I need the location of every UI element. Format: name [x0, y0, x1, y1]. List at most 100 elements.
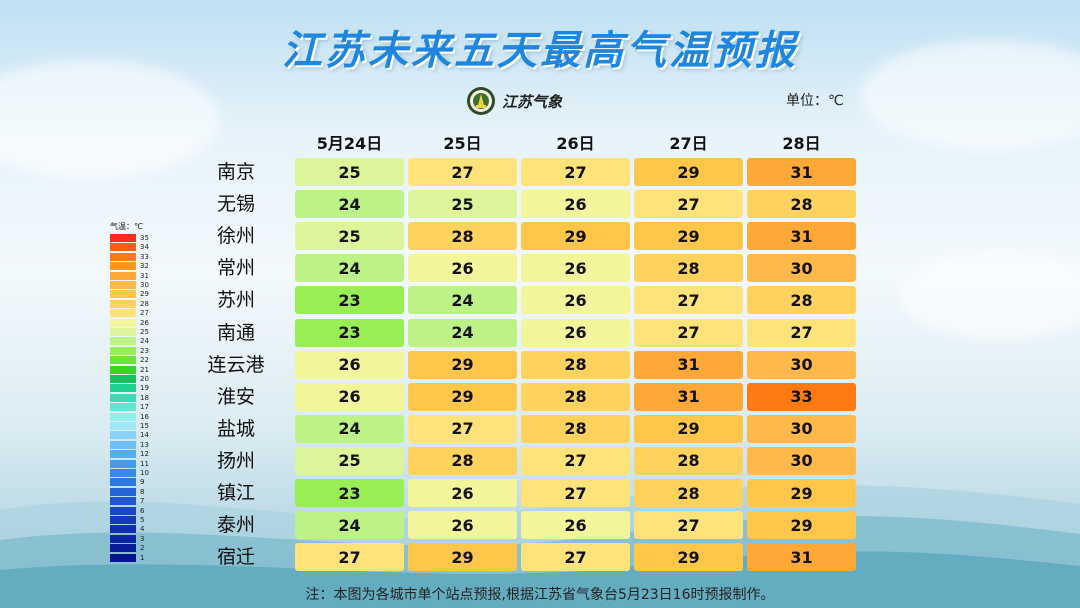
heatmap-cell: 28	[634, 479, 743, 507]
legend-label: 13	[140, 440, 149, 449]
legend-label: 30	[140, 281, 149, 289]
heatmap-cell: 24	[295, 254, 404, 283]
legend-label: 6	[140, 506, 145, 515]
legend-swatch	[110, 497, 136, 506]
heatmap-cell: 28	[634, 254, 743, 283]
legend-swatch	[110, 262, 136, 271]
legend-swatch	[110, 506, 136, 515]
legend-label: 8	[140, 487, 145, 496]
heatmap-cell: 26	[521, 190, 630, 219]
legend-swatch	[110, 487, 136, 496]
heatmap-cell: 33	[747, 382, 856, 411]
city-label: 盐城	[216, 417, 255, 440]
city-label: 无锡	[216, 193, 255, 216]
city-label: 南京	[216, 161, 255, 183]
legend-label: 28	[140, 299, 149, 308]
legend-swatch	[110, 318, 136, 327]
city-label: 宿迁	[216, 546, 255, 569]
heatmap-cell: 31	[634, 382, 743, 411]
legend-swatch	[110, 431, 136, 440]
legend-swatch	[110, 403, 136, 412]
heatmap-cell: 28	[747, 286, 856, 315]
legend-swatch	[110, 469, 136, 477]
city-label: 淮安	[216, 385, 255, 408]
legend-swatch	[110, 393, 136, 402]
column-header: 5月24日	[316, 134, 383, 153]
legend-label: 33	[140, 252, 149, 261]
legend-swatch	[110, 412, 136, 421]
heatmap-cell: 30	[747, 254, 856, 283]
legend-label: 27	[140, 309, 149, 318]
legend-swatch	[110, 299, 136, 308]
heatmap-cell: 29	[521, 222, 630, 251]
heatmap-cell: 25	[408, 190, 517, 219]
heatmap-cell: 27	[408, 158, 517, 186]
heatmap-cell: 28	[408, 222, 517, 251]
legend-swatch	[110, 544, 136, 553]
meteorology-seal-icon	[467, 87, 495, 115]
heatmap-cell: 29	[408, 350, 517, 379]
column-headers: 5月24日 25日 26日 27日 28日	[293, 130, 857, 153]
legend-label: 9	[140, 478, 145, 487]
heatmap-cell: 24	[295, 414, 404, 443]
legend-swatch	[110, 384, 136, 393]
heatmap-cell: 26	[295, 382, 404, 411]
legend-swatch	[110, 271, 136, 280]
heatmap-cell: 27	[634, 511, 743, 540]
heatmap-cell: 24	[295, 511, 404, 540]
legend-label: 1	[140, 553, 145, 562]
legend-label: 7	[140, 497, 145, 506]
heatmap-cell: 27	[747, 318, 856, 347]
heatmap-cell: 29	[634, 222, 743, 251]
legend-swatch	[110, 478, 136, 487]
legend-label: 22	[140, 356, 149, 365]
legend-swatch	[110, 459, 136, 468]
column-header: 28日	[782, 134, 821, 153]
legend-label: 31	[140, 271, 149, 280]
heatmap-cell: 28	[521, 350, 630, 379]
heatmap-cell: 28	[634, 446, 743, 475]
legend-label: 21	[140, 365, 149, 374]
city-label: 南通	[216, 321, 255, 344]
heatmap-cell: 29	[634, 158, 743, 186]
heatmap-cell: 23	[295, 479, 404, 507]
city-label: 苏州	[216, 289, 255, 312]
legend-label: 18	[140, 393, 149, 402]
city-label: 镇江	[216, 482, 255, 504]
legend-swatch	[110, 252, 136, 261]
heatmap-cell: 23	[295, 286, 404, 315]
legend-label: 35	[140, 234, 149, 242]
heatmap-cell: 27	[634, 318, 743, 347]
unit-label: 单位：℃	[786, 93, 844, 109]
heatmap-cell: 29	[747, 479, 856, 507]
heatmap-cell: 29	[747, 511, 856, 540]
heatmap-cell: 26	[408, 479, 517, 507]
legend-label: 25	[140, 328, 149, 336]
column-header: 27日	[669, 134, 708, 153]
legend-label: 11	[140, 459, 149, 468]
legend-label: 10	[140, 469, 149, 477]
city-label: 扬州	[216, 449, 255, 472]
heatmap-cell: 26	[521, 286, 630, 315]
column-header: 25日	[443, 134, 482, 153]
legend-label: 15	[140, 422, 149, 430]
legend-label: 5	[140, 516, 145, 524]
city-label: 常州	[216, 257, 255, 280]
legend-label: 32	[140, 262, 149, 271]
heatmap-cell: 28	[408, 446, 517, 475]
color-legend: 气温：℃ 35 34 33 32 31 30 29 28 27 26 25 24 23 22 21 20 19 1…	[106, 222, 156, 568]
heatmap-cell: 28	[521, 382, 630, 411]
temperature-heatmap: 25 27 27 29 31 24 25 26 27 28 25 28 29 29 31 24 26 26 28 30…	[293, 156, 857, 574]
heatmap-cell: 25	[295, 446, 404, 475]
city-label: 泰州	[216, 514, 255, 537]
heatmap-cell: 30	[747, 350, 856, 379]
heatmap-cell: 26	[521, 318, 630, 347]
heatmap-cell: 27	[521, 543, 630, 572]
legend-label: 12	[140, 450, 149, 459]
legend-swatch	[110, 422, 136, 430]
legend-label: 17	[140, 403, 149, 412]
column-header: 26日	[556, 134, 595, 153]
heatmap-cell: 24	[295, 190, 404, 219]
legend-label: 20	[140, 375, 149, 383]
legend-label: 23	[140, 346, 149, 355]
